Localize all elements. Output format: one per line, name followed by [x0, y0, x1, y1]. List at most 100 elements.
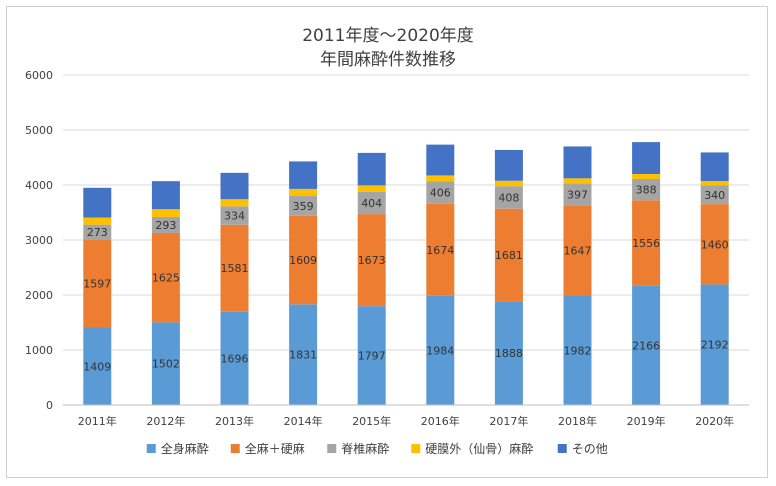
- chart-subtitle: 年間麻酔件数推移: [320, 50, 456, 70]
- legend-swatch: [146, 444, 156, 453]
- data-label: 273: [87, 226, 108, 239]
- bar-segment: [700, 204, 729, 285]
- bar-segment: [563, 146, 592, 179]
- x-tick-label: 2018年: [558, 414, 597, 428]
- data-label: 1502: [152, 358, 180, 371]
- data-label: 1797: [358, 350, 386, 363]
- data-label: 397: [567, 188, 588, 201]
- bar-segment: [151, 181, 180, 210]
- bar-segment: [494, 149, 523, 181]
- bar-segment: [426, 203, 455, 296]
- bar-segment: [83, 187, 112, 218]
- bar-segment: [151, 216, 180, 234]
- data-label: 1581: [221, 262, 249, 275]
- bar-segment: [289, 188, 318, 197]
- bar-segment: [289, 196, 318, 216]
- data-label: 2166: [632, 339, 660, 352]
- y-axis: 0 1000 2000 3000 4000 5000 6000: [25, 69, 53, 412]
- x-tick-label: 2019年: [627, 414, 666, 428]
- bar-segment: [494, 301, 523, 405]
- data-label: 1597: [83, 278, 111, 291]
- legend-swatch: [327, 444, 337, 453]
- data-label: 334: [224, 210, 245, 223]
- bar-segment: [357, 214, 386, 307]
- bars: 1409 1597 273 1502 1625 293 1696 1581 334 1831 160…: [83, 142, 729, 405]
- bar-segment: [426, 295, 455, 405]
- bar-segment: [426, 181, 455, 204]
- legend-item: その他: [557, 442, 608, 456]
- bar-segment: [632, 285, 661, 405]
- legend-label: 全身麻酔: [161, 441, 209, 456]
- legend-label: その他: [572, 442, 608, 456]
- bar-segment: [357, 306, 386, 405]
- bar-segment: [494, 186, 523, 209]
- bar-segment: [632, 200, 661, 286]
- legend-swatch: [557, 444, 567, 453]
- bar-segment: [700, 284, 729, 405]
- data-label: 1609: [289, 254, 317, 267]
- x-tick-label: 2015年: [352, 414, 391, 428]
- data-label: 1556: [632, 237, 660, 250]
- bar-segment: [494, 180, 523, 187]
- bar-segment: [289, 161, 318, 189]
- bar-segment: [151, 233, 180, 323]
- data-label: 406: [430, 187, 451, 200]
- data-label: 1681: [495, 249, 523, 262]
- y-tick-label: 5000: [25, 124, 53, 137]
- data-label: 1831: [289, 349, 317, 362]
- legend-label: 脊椎麻酔: [341, 441, 389, 456]
- x-tick-label: 2014年: [284, 414, 323, 428]
- bar-segment: [632, 142, 661, 174]
- bar-segment: [700, 185, 729, 205]
- data-label: 404: [361, 197, 382, 210]
- y-tick-label: 0: [46, 399, 53, 412]
- x-tick-label: 2013年: [215, 414, 254, 428]
- bar-segment: [289, 215, 318, 305]
- data-label: 293: [155, 219, 176, 232]
- data-label: 1647: [564, 245, 592, 258]
- bar-segment: [426, 144, 455, 176]
- bar-segment: [220, 199, 249, 207]
- y-tick-label: 1000: [25, 344, 53, 357]
- bar-segment: [426, 175, 455, 182]
- bar-segment: [563, 178, 592, 184]
- bar-segment: [563, 183, 592, 206]
- bar-segment: [220, 311, 249, 405]
- bar-segment: [289, 304, 318, 405]
- bar-segment: [220, 206, 249, 225]
- data-label: 388: [636, 184, 657, 197]
- data-label: 1888: [495, 347, 523, 360]
- y-tick-label: 4000: [25, 179, 53, 192]
- data-label: 1409: [83, 360, 111, 373]
- data-label: 2192: [701, 339, 729, 352]
- x-tick-label: 2017年: [489, 414, 528, 428]
- x-tick-label: 2012年: [146, 414, 185, 428]
- bar-segment: [357, 191, 386, 215]
- legend: 全身麻酔 全麻＋硬麻 脊椎麻酔 硬膜外（仙骨）麻酔 その他: [146, 441, 608, 456]
- chart-frame: 2011年度～2020年度 年間麻酔件数推移 0 1000 2000 3000 4000…: [6, 6, 768, 478]
- legend-swatch: [411, 444, 421, 453]
- data-label: 359: [293, 200, 314, 213]
- bar-segment: [151, 322, 180, 405]
- bar-segment: [83, 224, 112, 240]
- bar-segment: [220, 172, 249, 200]
- data-label: 1984: [426, 344, 454, 357]
- bar-segment: [700, 181, 729, 186]
- bar-segment: [220, 224, 249, 312]
- data-label: 1625: [152, 272, 180, 285]
- chart: 2011年度～2020年度 年間麻酔件数推移 0 1000 2000 3000 4000…: [25, 26, 749, 456]
- x-tick-label: 2011年: [78, 414, 117, 428]
- data-label: 340: [704, 189, 725, 202]
- bar-segment: [563, 295, 592, 405]
- legend-swatch: [230, 444, 240, 453]
- data-label: 1696: [221, 352, 249, 365]
- data-label: 1982: [564, 344, 592, 357]
- data-label: 1460: [701, 238, 729, 251]
- data-label: 1674: [426, 244, 454, 257]
- bar-segment: [357, 152, 386, 186]
- y-tick-label: 3000: [25, 234, 53, 247]
- bar-segment: [83, 217, 112, 225]
- data-label: 1673: [358, 254, 386, 267]
- legend-label: 硬膜外（仙骨）麻酔: [425, 441, 533, 456]
- data-label: 408: [498, 191, 519, 204]
